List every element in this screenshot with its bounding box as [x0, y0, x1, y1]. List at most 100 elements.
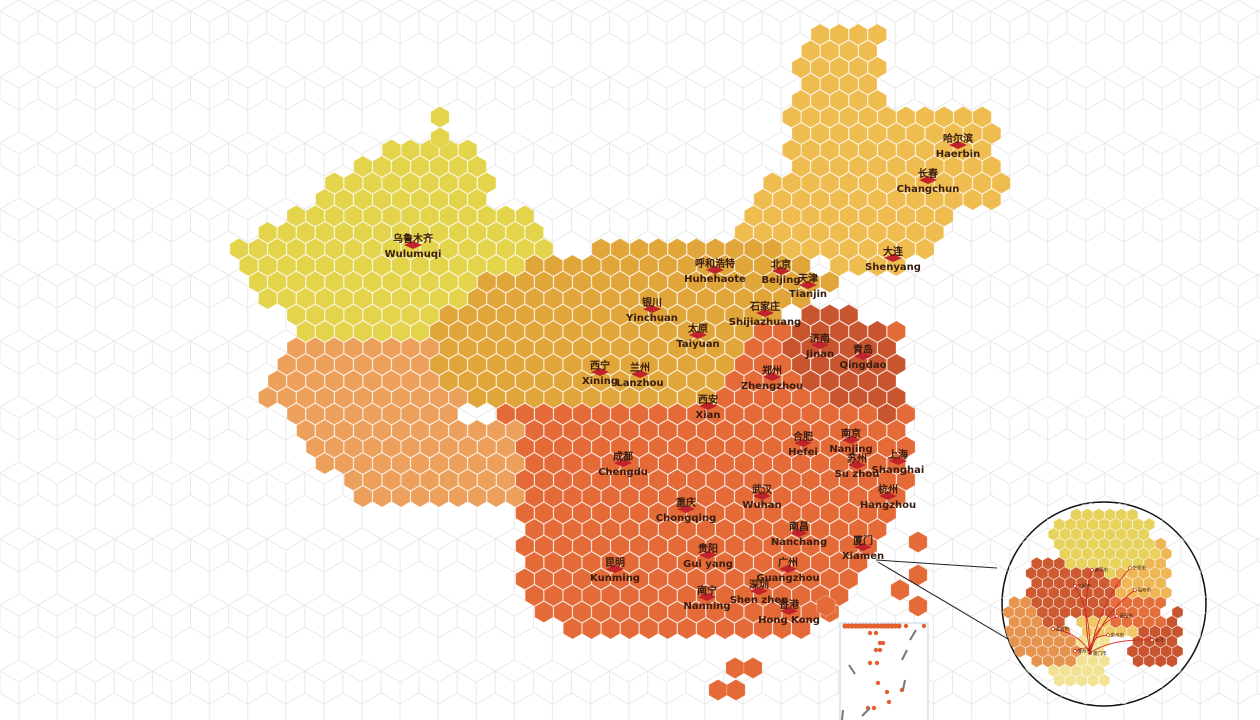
- city-hong-kong[interactable]: 香港 Hong Kong: [758, 598, 820, 626]
- hex-cell: [467, 287, 487, 310]
- inset-hex-cell: [1048, 586, 1060, 600]
- city-beijing[interactable]: 北京 Beijing: [762, 258, 801, 286]
- hex-cell: [724, 402, 744, 426]
- city-chongqing[interactable]: 重庆 Chongqing: [656, 496, 716, 524]
- inset-city[interactable]: 三明市: [1073, 583, 1092, 590]
- hex-cell: [896, 138, 916, 162]
- city-su-zhou[interactable]: 苏州 Su zhou: [835, 452, 880, 480]
- city-hangzhou[interactable]: 杭州 Hangzhou: [860, 483, 916, 511]
- hex-cell: [515, 534, 535, 558]
- hex-cell: [905, 221, 925, 244]
- city-zhengzhou[interactable]: 郑州 Zhengzhou: [741, 364, 803, 392]
- city-shenyang[interactable]: 大连 Shenyang: [865, 245, 921, 273]
- hex-cell: [448, 155, 468, 178]
- inset-city[interactable]: 莆田市: [1115, 613, 1134, 620]
- hex-cell: [562, 419, 583, 442]
- hex-cell: [581, 419, 602, 442]
- hex-cell: [791, 617, 811, 640]
- city-name-en: Changchun: [897, 184, 960, 195]
- inset-hex-cell: [1031, 654, 1043, 668]
- city-gui-yang[interactable]: 贵阳 Gui yang: [683, 542, 733, 570]
- city-shen-zhen[interactable]: 深圳 Shen zhen: [730, 578, 789, 606]
- hex-cell: [791, 89, 811, 112]
- hex-cell: [791, 287, 811, 310]
- city-chengdu[interactable]: 成都 Chengdu: [598, 450, 648, 478]
- inset-hex-cell: [1138, 586, 1150, 600]
- city-huhehaote[interactable]: 呼和浩特 Huhehaote: [684, 257, 746, 285]
- hex-cell: [829, 419, 849, 442]
- hex-cell: [753, 188, 773, 211]
- hex-cell: [372, 287, 392, 310]
- hex-cell: [448, 386, 468, 409]
- inset-city[interactable]: 台湾: [1150, 637, 1164, 644]
- hex-cell: [296, 287, 316, 310]
- inset-city[interactable]: 南平市: [1090, 567, 1109, 574]
- inset-hex-cell: [1093, 527, 1105, 541]
- city-xining[interactable]: 西宁 Xining: [582, 359, 618, 387]
- city-hefei[interactable]: 合肥 Hefei: [788, 430, 818, 458]
- hex-cell: [867, 452, 887, 475]
- hex-cell: [686, 303, 706, 327]
- hex-cell: [782, 237, 802, 261]
- hex-cell: [562, 386, 583, 409]
- inset-city[interactable]: 宁德市: [1128, 565, 1147, 572]
- hex-cell: [524, 254, 544, 277]
- city-xiamen[interactable]: 厦门 Xiamen: [842, 534, 884, 562]
- inset-city[interactable]: 龙岩市: [1051, 626, 1070, 633]
- city-shanghai[interactable]: 上海 Shanghai: [872, 448, 925, 476]
- inset-hub-xiamen[interactable]: 厦门市: [1088, 650, 1107, 657]
- city-lanzhou[interactable]: 兰州 Lanzhou: [616, 361, 663, 389]
- city-taiyuan[interactable]: 太原 Taiyuan: [676, 322, 719, 350]
- hex-cell: [458, 435, 478, 459]
- inset-city[interactable]: 泉州市: [1106, 632, 1125, 639]
- hex-cell: [258, 254, 278, 277]
- hex-cell: [782, 336, 802, 360]
- city-wuhan[interactable]: 武汉 Wuhan: [742, 483, 781, 511]
- hex-cell: [610, 468, 630, 492]
- island-dot: [885, 623, 891, 629]
- inset-city[interactable]: 福州市: [1133, 587, 1152, 594]
- island-dot: [867, 630, 873, 636]
- hex-cell: [801, 369, 821, 393]
- hex-cell: [305, 402, 325, 426]
- island-dot: [860, 623, 866, 629]
- inset-city[interactable]: 漳州市: [1073, 648, 1092, 655]
- city-qingdao[interactable]: 青岛 Qingdao: [840, 343, 887, 371]
- island-dot: [853, 623, 859, 629]
- city-shijiazhuang[interactable]: 石家庄 Shijiazhuang: [729, 300, 801, 328]
- hex-cell: [505, 485, 525, 508]
- hex-cell: [591, 270, 611, 294]
- city-nanjing[interactable]: 南京 Nanjing: [829, 427, 872, 455]
- city-haerbin[interactable]: 哈尔滨 Haerbin: [936, 132, 981, 160]
- city-changchun[interactable]: 长春 Changchun: [897, 167, 960, 195]
- hex-cell: [801, 567, 821, 591]
- hex-cell: [667, 468, 687, 492]
- inset-city-dot: [1128, 566, 1132, 570]
- hex-cell: [524, 221, 544, 244]
- city-jinan[interactable]: 济南 Jinan: [805, 332, 834, 360]
- hex-cell: [477, 336, 497, 360]
- hex-cell: [391, 254, 411, 277]
- hex-cell: [772, 452, 792, 475]
- city-nanning[interactable]: 南宁 Nanning: [683, 584, 730, 612]
- city-nanchang[interactable]: 南昌 Nanchang: [771, 520, 827, 548]
- hex-cell: [820, 501, 840, 525]
- city-guangzhou[interactable]: 广州 Guangzhou: [756, 556, 819, 584]
- hex-cell: [639, 617, 659, 640]
- city-xian[interactable]: 西安 Xian: [695, 393, 720, 421]
- hex-cell: [553, 468, 573, 492]
- city-name-en: Shen zhen: [730, 595, 789, 606]
- hex-cell: [629, 402, 649, 426]
- hex-cell: [391, 419, 411, 442]
- inset-hex-cell: [1149, 547, 1161, 561]
- hex-cell: [505, 254, 525, 277]
- hex-cell: [334, 188, 354, 211]
- city-wulumuqi[interactable]: 乌鲁木齐 Wulumuqi: [385, 232, 442, 260]
- hex-cell: [924, 122, 945, 145]
- city-yinchuan[interactable]: 银川 Yinchuan: [625, 296, 678, 324]
- inset-hex-cell: [1048, 527, 1060, 541]
- city-kunming[interactable]: 昆明 Kunming: [590, 557, 640, 584]
- hex-cell: [667, 369, 687, 393]
- inset-hex-cell: [1087, 537, 1099, 551]
- city-tianjin[interactable]: 天津 Tianjin: [789, 272, 827, 300]
